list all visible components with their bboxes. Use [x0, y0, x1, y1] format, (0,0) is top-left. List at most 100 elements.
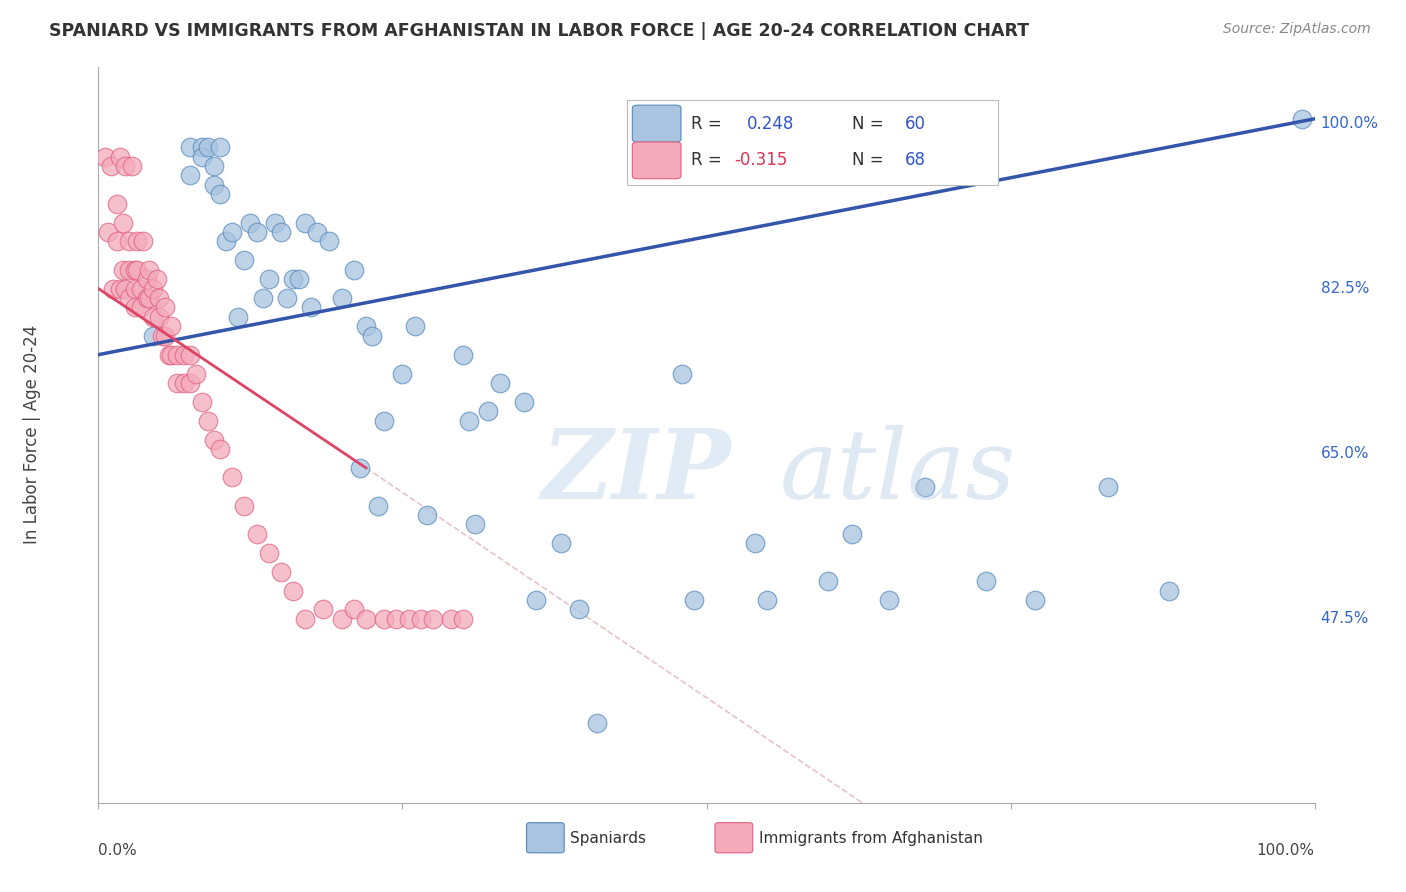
Text: -0.315: -0.315 [734, 152, 787, 169]
Text: Source: ZipAtlas.com: Source: ZipAtlas.com [1223, 22, 1371, 37]
Point [404, 319, 426, 334]
FancyBboxPatch shape [633, 142, 681, 178]
Point [239, 216, 262, 230]
Point [124, 262, 146, 277]
Point [202, 433, 225, 447]
Point [453, 612, 475, 626]
Text: N =: N = [852, 114, 890, 133]
Point [263, 216, 285, 230]
Point [245, 527, 267, 541]
Point [142, 310, 165, 324]
Point [184, 367, 207, 381]
Point [110, 282, 132, 296]
Text: R =: R = [690, 152, 727, 169]
Point [118, 235, 141, 249]
Point [464, 517, 486, 532]
Text: SPANIARD VS IMMIGRANTS FROM AFGHANISTAN IN LABOR FORCE | AGE 20-24 CORRELATION C: SPANIARD VS IMMIGRANTS FROM AFGHANISTAN … [49, 22, 1029, 40]
FancyBboxPatch shape [627, 100, 998, 185]
Point [136, 272, 159, 286]
FancyBboxPatch shape [716, 822, 752, 853]
Point [343, 602, 366, 616]
Point [233, 499, 256, 513]
Point [209, 187, 232, 202]
Text: 65.0%: 65.0% [1320, 446, 1369, 461]
Text: R =: R = [690, 114, 727, 133]
Point [118, 291, 141, 305]
Point [281, 272, 304, 286]
Point [166, 376, 188, 390]
Point [124, 282, 146, 296]
Point [132, 235, 155, 249]
Text: Immigrants from Afghanistan: Immigrants from Afghanistan [759, 830, 983, 846]
Point [373, 612, 395, 626]
Point [142, 282, 165, 296]
Point [105, 196, 128, 211]
Text: 100.0%: 100.0% [1320, 116, 1379, 131]
Point [1291, 112, 1313, 126]
Point [138, 291, 160, 305]
Point [513, 394, 536, 409]
Point [671, 367, 693, 381]
Text: atlas: atlas [779, 425, 1015, 518]
Point [391, 367, 413, 381]
Point [155, 328, 177, 343]
Point [202, 178, 225, 192]
Point [129, 301, 152, 315]
Point [453, 348, 475, 362]
Point [354, 319, 377, 334]
Point [409, 612, 432, 626]
Point [111, 216, 134, 230]
Point [488, 376, 510, 390]
Point [288, 272, 311, 286]
Text: 0.0%: 0.0% [98, 843, 138, 858]
Point [416, 508, 439, 522]
Point [586, 715, 609, 730]
Point [1097, 480, 1119, 494]
Point [245, 225, 267, 239]
Point [197, 140, 219, 154]
Point [270, 225, 292, 239]
Text: N =: N = [852, 152, 890, 169]
Point [166, 348, 188, 362]
Point [191, 149, 214, 163]
Point [550, 536, 572, 550]
Point [974, 574, 997, 588]
Point [270, 565, 292, 579]
Point [191, 140, 214, 154]
Point [127, 262, 149, 277]
Point [330, 612, 353, 626]
Point [221, 470, 243, 484]
Point [318, 235, 340, 249]
Point [354, 612, 377, 626]
Point [148, 310, 170, 324]
Point [458, 414, 481, 428]
Text: In Labor Force | Age 20-24: In Labor Force | Age 20-24 [22, 326, 41, 544]
Point [191, 394, 214, 409]
Point [173, 376, 195, 390]
Point [373, 414, 395, 428]
Point [101, 282, 124, 296]
Point [233, 253, 256, 268]
Point [142, 328, 165, 343]
Text: 100.0%: 100.0% [1257, 843, 1315, 858]
Point [756, 593, 779, 607]
Point [1157, 583, 1180, 598]
Point [568, 602, 591, 616]
Point [524, 593, 547, 607]
Point [202, 159, 225, 173]
Point [114, 159, 136, 173]
Point [349, 461, 371, 475]
Point [209, 442, 232, 456]
Point [307, 225, 329, 239]
Point [93, 149, 115, 163]
Point [160, 319, 183, 334]
Point [179, 169, 201, 183]
Point [226, 310, 249, 324]
Text: 0.248: 0.248 [747, 114, 794, 133]
Point [683, 593, 706, 607]
Point [294, 216, 316, 230]
Point [252, 291, 274, 305]
Point [385, 612, 408, 626]
Point [276, 291, 298, 305]
Point [118, 262, 141, 277]
